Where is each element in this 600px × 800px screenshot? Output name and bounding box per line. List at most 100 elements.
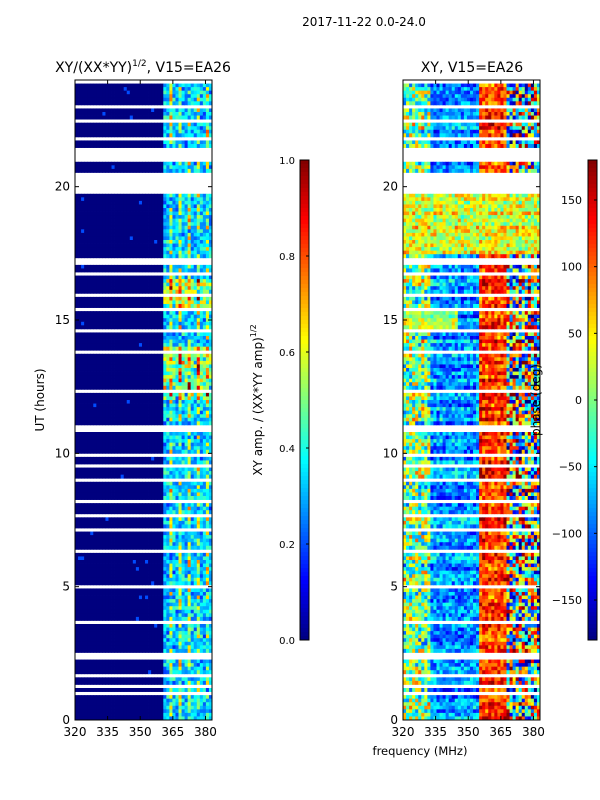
heatmap-cell bbox=[132, 357, 137, 362]
heatmap-cell bbox=[178, 140, 182, 145]
heatmap-cell bbox=[105, 296, 109, 301]
heatmap-cell bbox=[163, 417, 167, 422]
heatmap-cell bbox=[160, 304, 164, 308]
heatmap-cell bbox=[175, 456, 179, 461]
heatmap-cell bbox=[108, 442, 112, 447]
heatmap-cell bbox=[123, 542, 128, 547]
heatmap-cell bbox=[81, 446, 85, 451]
heatmap-cell bbox=[157, 524, 161, 529]
heatmap-cell bbox=[148, 208, 152, 212]
heatmap-cell bbox=[178, 442, 182, 447]
heatmap-cell bbox=[93, 108, 97, 113]
heatmap-cell bbox=[75, 421, 79, 426]
heatmap-cell bbox=[93, 140, 97, 145]
heatmap-cell bbox=[196, 197, 201, 202]
heatmap-cell bbox=[102, 200, 106, 205]
heatmap-cell bbox=[87, 385, 91, 390]
heatmap-cell bbox=[129, 133, 134, 138]
heatmap-cell bbox=[175, 140, 179, 145]
heatmap-cell bbox=[157, 346, 161, 351]
heatmap-cell bbox=[208, 481, 213, 486]
heatmap-cell bbox=[187, 556, 192, 561]
heatmap-cell bbox=[205, 236, 210, 241]
heatmap-cell bbox=[199, 581, 204, 586]
heatmap-cell bbox=[154, 357, 158, 362]
heatmap-cell bbox=[78, 140, 82, 145]
heatmap-cell bbox=[81, 574, 85, 579]
heatmap-cell bbox=[199, 570, 204, 575]
heatmap-cell bbox=[208, 378, 213, 383]
heatmap-cell bbox=[166, 346, 170, 351]
heatmap-cell bbox=[166, 556, 170, 561]
heatmap-cell bbox=[187, 229, 192, 234]
heatmap-cell bbox=[132, 471, 137, 476]
heatmap-cell bbox=[123, 446, 128, 451]
heatmap-cell bbox=[160, 339, 164, 344]
heatmap-cell bbox=[108, 200, 112, 205]
heatmap-cell bbox=[87, 456, 91, 461]
heatmap-cell bbox=[163, 460, 167, 465]
heatmap-cell bbox=[99, 375, 103, 380]
heatmap-cell bbox=[87, 474, 91, 479]
heatmap-cell bbox=[117, 296, 122, 301]
heatmap-cell bbox=[120, 382, 125, 387]
heatmap-cell bbox=[205, 112, 210, 116]
heatmap-cell bbox=[135, 570, 140, 575]
heatmap-cell bbox=[145, 563, 149, 568]
heatmap-cell bbox=[184, 556, 189, 561]
heatmap-cell bbox=[81, 556, 85, 561]
heatmap-cell bbox=[129, 240, 134, 244]
heatmap-cell bbox=[108, 364, 112, 369]
heatmap-cell bbox=[187, 567, 192, 572]
heatmap-cell bbox=[93, 421, 97, 426]
heatmap-cell bbox=[132, 193, 137, 198]
heatmap-cell bbox=[196, 567, 201, 572]
heatmap-cell bbox=[120, 243, 125, 248]
heatmap-cell bbox=[102, 524, 106, 529]
heatmap-cell bbox=[126, 286, 131, 291]
heatmap-cell bbox=[81, 414, 85, 419]
heatmap-cell bbox=[202, 300, 207, 305]
heatmap-cell bbox=[193, 115, 198, 120]
heatmap-cell bbox=[99, 122, 103, 127]
heatmap-cell bbox=[175, 193, 179, 198]
heatmap-cell bbox=[114, 240, 119, 244]
heatmap-cell bbox=[172, 400, 176, 404]
heatmap-cell bbox=[99, 168, 103, 173]
heatmap-cell bbox=[166, 318, 170, 323]
heatmap-cell bbox=[193, 343, 198, 348]
heatmap-cell bbox=[184, 545, 189, 550]
heatmap-cell bbox=[108, 392, 112, 397]
heatmap-cell bbox=[187, 122, 192, 127]
heatmap-cell bbox=[169, 385, 173, 390]
heatmap-cell bbox=[178, 321, 182, 326]
heatmap-cell bbox=[178, 542, 182, 547]
heatmap-cell bbox=[154, 364, 158, 369]
heatmap-cell bbox=[99, 250, 103, 255]
heatmap-cell bbox=[205, 168, 210, 173]
heatmap-cell bbox=[145, 112, 149, 116]
heatmap-cell bbox=[117, 254, 122, 259]
heatmap-cell bbox=[145, 535, 149, 540]
heatmap-cell bbox=[163, 552, 167, 557]
heatmap-cell bbox=[129, 144, 134, 148]
heatmap-cell bbox=[129, 115, 134, 120]
heatmap-cell bbox=[129, 432, 134, 436]
heatmap-cell bbox=[84, 371, 88, 376]
heatmap-cell bbox=[193, 311, 198, 316]
heatmap-cell bbox=[138, 488, 143, 493]
heatmap-cell bbox=[84, 581, 88, 586]
heatmap-cell bbox=[108, 126, 112, 131]
heatmap-cell bbox=[205, 197, 210, 202]
heatmap-cell bbox=[184, 304, 189, 308]
heatmap-cell bbox=[81, 289, 85, 294]
heatmap-cell bbox=[163, 364, 167, 369]
heatmap-cell bbox=[145, 410, 149, 415]
heatmap-cell bbox=[135, 97, 140, 102]
heatmap-cell bbox=[160, 581, 164, 586]
heatmap-cell bbox=[96, 485, 100, 490]
heatmap-cell bbox=[141, 400, 146, 404]
heatmap-cell bbox=[193, 385, 198, 390]
heatmap-cell bbox=[160, 577, 164, 582]
heatmap-cell bbox=[208, 400, 213, 404]
